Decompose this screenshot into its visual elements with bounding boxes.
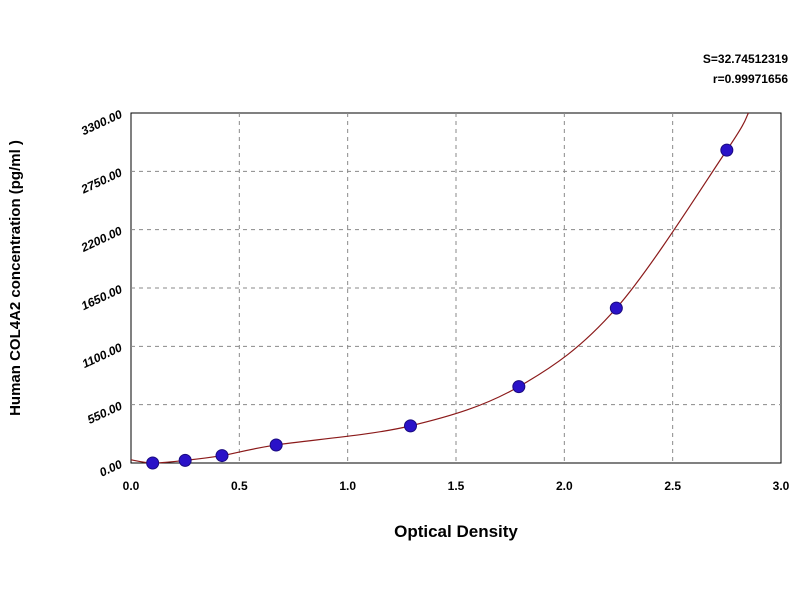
data-point	[720, 143, 734, 157]
grid-lines	[131, 113, 781, 463]
data-point	[512, 380, 526, 394]
x-axis-title: Optical Density	[394, 522, 518, 541]
y-tick-label: 3300.00	[79, 107, 125, 138]
x-tick-label: 2.0	[556, 479, 573, 493]
y-tick-label: 1100.00	[80, 340, 125, 371]
x-tick-label: 0.0	[123, 479, 140, 493]
data-point	[146, 456, 160, 470]
y-tick-label: 2200.00	[78, 224, 124, 256]
x-tick-label: 1.0	[339, 479, 356, 493]
r-statistic: r=0.99971656	[712, 72, 788, 86]
y-tick-label: 1650.00	[79, 282, 125, 313]
y-tick-label: 0.00	[97, 457, 124, 480]
data-point	[269, 438, 283, 452]
y-tick-label: 2750.00	[78, 165, 124, 197]
data-point	[178, 453, 192, 467]
s-statistic: S=32.74512319	[702, 52, 788, 66]
data-point	[404, 419, 417, 433]
data-points	[146, 143, 734, 470]
data-point	[609, 301, 623, 315]
x-tick-label: 0.5	[231, 479, 248, 493]
x-tick-label: 2.5	[664, 479, 681, 493]
y-axis-title: Human COL4A2 concentration (pg/ml )	[7, 140, 24, 416]
x-tick-label: 1.5	[448, 479, 465, 493]
data-point	[215, 449, 229, 463]
y-tick-label: 550.00	[85, 399, 124, 427]
x-tick-label: 3.0	[773, 479, 790, 493]
